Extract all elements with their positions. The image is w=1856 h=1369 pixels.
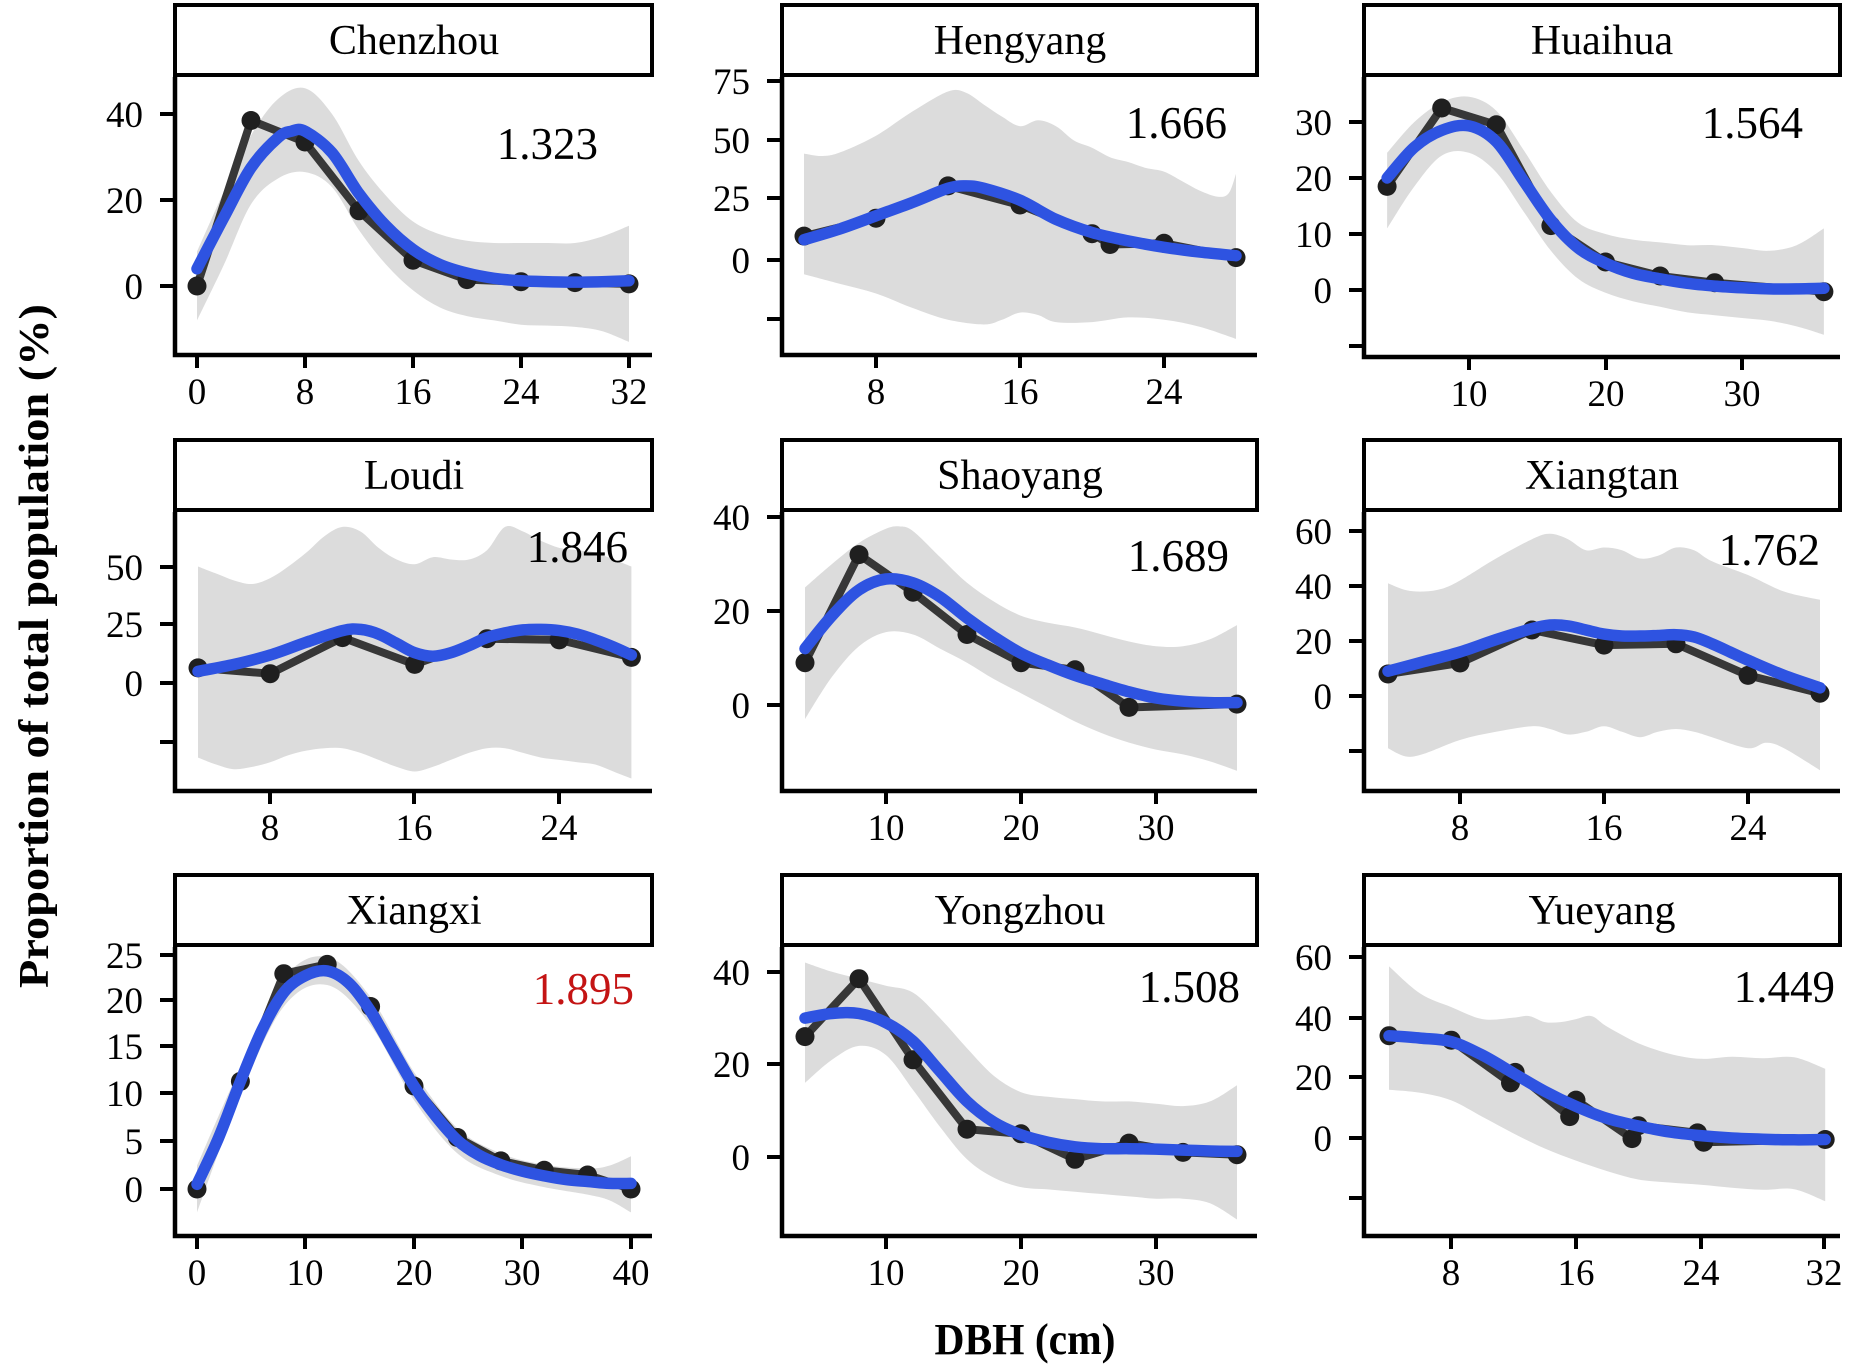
svg-text:DBH (cm): DBH (cm) (935, 1315, 1116, 1364)
svg-text:30: 30 (1138, 808, 1175, 849)
svg-text:20: 20 (1003, 1253, 1040, 1294)
svg-text:10: 10 (106, 1074, 143, 1115)
svg-text:40: 40 (713, 953, 750, 994)
svg-text:1.449: 1.449 (1734, 962, 1835, 1012)
svg-text:1.323: 1.323 (497, 119, 598, 169)
svg-text:16: 16 (1558, 1253, 1595, 1294)
svg-text:40: 40 (1295, 567, 1332, 608)
svg-text:20: 20 (106, 981, 143, 1022)
svg-text:75: 75 (713, 62, 750, 103)
svg-text:20: 20 (1003, 808, 1040, 849)
svg-text:0: 0 (125, 267, 144, 308)
svg-text:16: 16 (1586, 808, 1623, 849)
svg-text:10: 10 (1451, 374, 1488, 415)
svg-text:0: 0 (125, 664, 144, 705)
svg-text:30: 30 (1295, 103, 1332, 144)
svg-text:0: 0 (188, 372, 207, 413)
svg-text:Hengyang: Hengyang (934, 18, 1107, 64)
svg-text:1.846: 1.846 (527, 522, 628, 572)
svg-text:30: 30 (1724, 374, 1761, 415)
svg-text:8: 8 (1442, 1253, 1461, 1294)
svg-text:16: 16 (396, 808, 433, 849)
svg-text:20: 20 (1295, 159, 1332, 200)
svg-text:0: 0 (732, 241, 751, 282)
svg-text:Proportion of total population: Proportion of total population (%) (12, 304, 58, 988)
svg-text:24: 24 (1683, 1253, 1720, 1294)
svg-text:60: 60 (1295, 512, 1332, 553)
svg-text:24: 24 (503, 372, 540, 413)
svg-text:0: 0 (1314, 677, 1333, 718)
svg-text:1.895: 1.895 (533, 964, 634, 1014)
svg-text:Shaoyang: Shaoyang (937, 453, 1103, 499)
svg-text:32: 32 (1806, 1253, 1843, 1294)
svg-text:8: 8 (867, 372, 886, 413)
svg-text:15: 15 (106, 1027, 143, 1068)
svg-text:1.508: 1.508 (1139, 962, 1240, 1012)
svg-text:Huaihua: Huaihua (1531, 18, 1674, 64)
svg-text:Xiangtan: Xiangtan (1525, 453, 1679, 499)
svg-text:30: 30 (1138, 1253, 1175, 1294)
svg-text:24: 24 (1146, 372, 1183, 413)
svg-text:20: 20 (106, 181, 143, 222)
svg-text:1.666: 1.666 (1126, 98, 1227, 148)
svg-text:20: 20 (713, 592, 750, 633)
svg-text:24: 24 (1730, 808, 1767, 849)
svg-text:Loudi: Loudi (364, 453, 464, 499)
svg-text:25: 25 (106, 605, 143, 646)
svg-text:Chenzhou: Chenzhou (329, 18, 499, 64)
svg-text:10: 10 (1295, 215, 1332, 256)
svg-text:10: 10 (287, 1253, 324, 1294)
svg-text:20: 20 (1588, 374, 1625, 415)
svg-text:40: 40 (713, 498, 750, 539)
svg-text:60: 60 (1295, 938, 1332, 979)
svg-text:8: 8 (261, 808, 280, 849)
svg-text:50: 50 (106, 548, 143, 589)
svg-text:0: 0 (732, 1138, 751, 1179)
svg-text:16: 16 (395, 372, 432, 413)
svg-text:32: 32 (611, 372, 648, 413)
svg-text:20: 20 (713, 1045, 750, 1086)
svg-text:20: 20 (396, 1253, 433, 1294)
svg-text:16: 16 (1002, 372, 1039, 413)
svg-text:10: 10 (868, 808, 905, 849)
svg-text:8: 8 (296, 372, 315, 413)
svg-text:0: 0 (732, 686, 751, 727)
svg-text:20: 20 (1295, 622, 1332, 663)
svg-text:1.564: 1.564 (1702, 98, 1803, 148)
svg-text:25: 25 (713, 179, 750, 220)
svg-text:24: 24 (541, 808, 578, 849)
svg-text:1.689: 1.689 (1128, 531, 1229, 581)
svg-text:1.762: 1.762 (1719, 525, 1820, 575)
svg-text:50: 50 (713, 121, 750, 162)
svg-text:Yongzhou: Yongzhou (935, 888, 1106, 934)
svg-text:0: 0 (1314, 271, 1333, 312)
svg-text:30: 30 (504, 1253, 541, 1294)
svg-text:25: 25 (106, 936, 143, 977)
svg-text:8: 8 (1451, 808, 1470, 849)
svg-text:5: 5 (125, 1122, 144, 1163)
svg-text:Xiangxi: Xiangxi (346, 888, 481, 934)
svg-text:Yueyang: Yueyang (1529, 888, 1676, 934)
svg-text:40: 40 (106, 95, 143, 136)
svg-text:0: 0 (1314, 1119, 1333, 1160)
svg-text:40: 40 (613, 1253, 650, 1294)
svg-text:10: 10 (868, 1253, 905, 1294)
svg-text:40: 40 (1295, 999, 1332, 1040)
svg-text:0: 0 (188, 1253, 207, 1294)
svg-text:0: 0 (125, 1170, 144, 1211)
svg-text:20: 20 (1295, 1058, 1332, 1099)
